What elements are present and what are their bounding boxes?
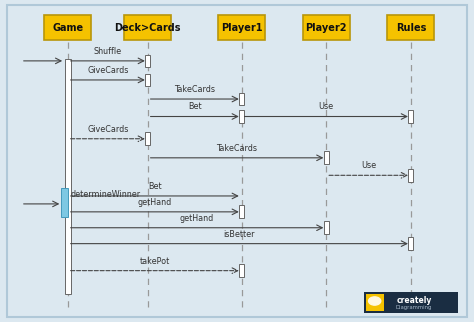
Text: Bet: Bet	[148, 182, 162, 191]
Text: determineWinner: determineWinner	[70, 190, 140, 199]
Text: Bet: Bet	[188, 102, 201, 111]
Text: Player1: Player1	[221, 23, 263, 33]
Text: takePot: takePot	[140, 257, 170, 266]
Bar	[239, 205, 244, 218]
Bar	[366, 294, 383, 311]
Text: Deck>Cards: Deck>Cards	[115, 23, 181, 33]
Bar	[239, 93, 244, 105]
Bar	[409, 110, 413, 123]
Bar	[387, 15, 434, 40]
Bar	[324, 151, 328, 164]
Bar	[409, 237, 413, 250]
Text: Use: Use	[361, 161, 376, 170]
Text: getHand: getHand	[180, 214, 214, 223]
Bar	[45, 15, 91, 40]
Text: isBetter: isBetter	[224, 230, 255, 239]
Bar	[61, 188, 68, 217]
Text: Shuffle: Shuffle	[94, 47, 122, 56]
Bar	[239, 110, 244, 123]
Bar	[324, 222, 328, 234]
Text: getHand: getHand	[137, 198, 172, 207]
Text: TakeCards: TakeCards	[217, 144, 257, 153]
Bar	[146, 74, 150, 86]
Bar	[409, 169, 413, 182]
Text: Rules: Rules	[396, 23, 426, 33]
Text: TakeCards: TakeCards	[174, 85, 215, 94]
Text: creately: creately	[396, 296, 432, 305]
Bar	[124, 15, 171, 40]
Text: Player2: Player2	[306, 23, 347, 33]
Bar	[146, 132, 150, 145]
Bar	[239, 264, 244, 277]
Bar	[364, 292, 458, 313]
Bar	[65, 59, 71, 295]
Text: Use: Use	[319, 102, 334, 111]
Bar	[146, 54, 150, 67]
Text: GiveCards: GiveCards	[87, 125, 128, 134]
Text: Diagramming: Diagramming	[396, 305, 432, 310]
Circle shape	[369, 297, 381, 305]
Bar	[218, 15, 265, 40]
Text: Game: Game	[52, 23, 83, 33]
Text: GiveCards: GiveCards	[87, 66, 128, 75]
Bar	[303, 15, 350, 40]
